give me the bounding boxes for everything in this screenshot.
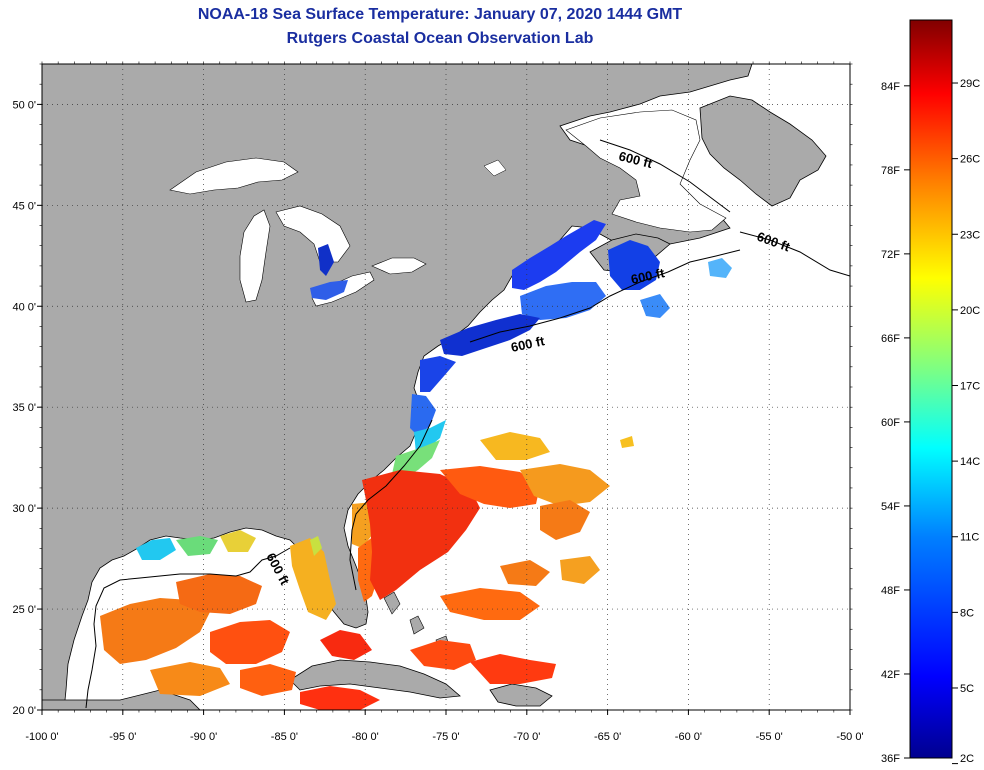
lon-tick-label: -75 0' [432, 731, 459, 743]
colorbar-f-label: 66F [881, 333, 900, 345]
lat-tick-label: 35 0' [12, 402, 36, 414]
lake-huron [275, 205, 351, 263]
lat-tick-label: 20 0' [12, 705, 36, 717]
lake-michigan [239, 209, 271, 303]
sst-gulf-of-mexico [100, 530, 336, 696]
map-title: NOAA-18 Sea Surface Temperature: January… [197, 6, 683, 23]
colorbar-c-label: 23C [960, 229, 980, 241]
contour-label-600ft: 600 ft [510, 333, 547, 355]
land-hispaniola [489, 683, 553, 707]
colorbar-f-label: 54F [881, 501, 900, 513]
colorbar-f-label: 48F [881, 585, 900, 597]
colorbar-c-label: 29C [960, 78, 980, 90]
contour-600ft [85, 139, 850, 709]
lon-tick-label: -70 0' [513, 731, 540, 743]
lake-st-john [483, 159, 507, 177]
lon-tick-label: -50 0' [836, 731, 863, 743]
lat-tick-label: 30 0' [12, 503, 36, 515]
map-axes: -100 0' -95 0' -90 0' -85 0' -80 0' -75 0' -70… [12, 61, 864, 743]
lake-ontario [371, 257, 427, 275]
colorbar-f-label: 60F [881, 417, 900, 429]
lon-tick-label: -95 0' [109, 731, 136, 743]
colorbar-c-label: 5C [960, 683, 974, 695]
map-frame [41, 63, 851, 711]
colorbar [909, 19, 953, 759]
lon-tick-label: -60 0' [675, 731, 702, 743]
colorbar-c-label: 17C [960, 380, 980, 392]
colorbar-c-label: 26C [960, 154, 980, 166]
colorbar-c-label: 20C [960, 305, 980, 317]
land-cuba [289, 659, 461, 699]
map-subtitle: Rutgers Coastal Ocean Observation Lab [286, 30, 594, 47]
lat-tick-label: 25 0' [12, 604, 36, 616]
lon-tick-label: -65 0' [594, 731, 621, 743]
lat-tick-label: 50 0' [12, 99, 36, 111]
sst-warm-ocean [300, 432, 634, 710]
gulf-st-lawrence [565, 109, 727, 233]
lat-tick-label: 40 0' [12, 301, 36, 313]
colorbar-c-label: 14C [960, 456, 980, 468]
colorbar-f-label: 78F [881, 165, 900, 177]
colorbar-c-label: 8C [960, 607, 974, 619]
colorbar-f-label: 42F [881, 669, 900, 681]
lon-tick-label: -100 0' [25, 731, 58, 743]
lake-superior [169, 157, 299, 195]
colorbar-f-label: 36F [881, 753, 900, 765]
colorbar-f-label: 84F [881, 81, 900, 93]
colorbar-c-label: 11C [960, 532, 979, 544]
lon-tick-label: -80 0' [352, 731, 379, 743]
sst-cold-shelf [310, 220, 732, 436]
contour-label-600ft: 600 ft [630, 265, 667, 287]
land-yucatan [42, 689, 201, 710]
lon-tick-label: -85 0' [271, 731, 298, 743]
colorbar-f-label: 72F [881, 249, 900, 261]
colorbar-c-label: 2C [960, 753, 974, 765]
land-newfoundland [699, 95, 827, 207]
lat-tick-label: 45 0' [12, 200, 36, 212]
colorbar-ticks: 84F 78F 72F 66F 60F 54F 48F 42F 36F 29C 26C 23C 20C 1… [881, 78, 980, 765]
lon-tick-label: -90 0' [190, 731, 217, 743]
lon-tick-label: -55 0' [756, 731, 783, 743]
